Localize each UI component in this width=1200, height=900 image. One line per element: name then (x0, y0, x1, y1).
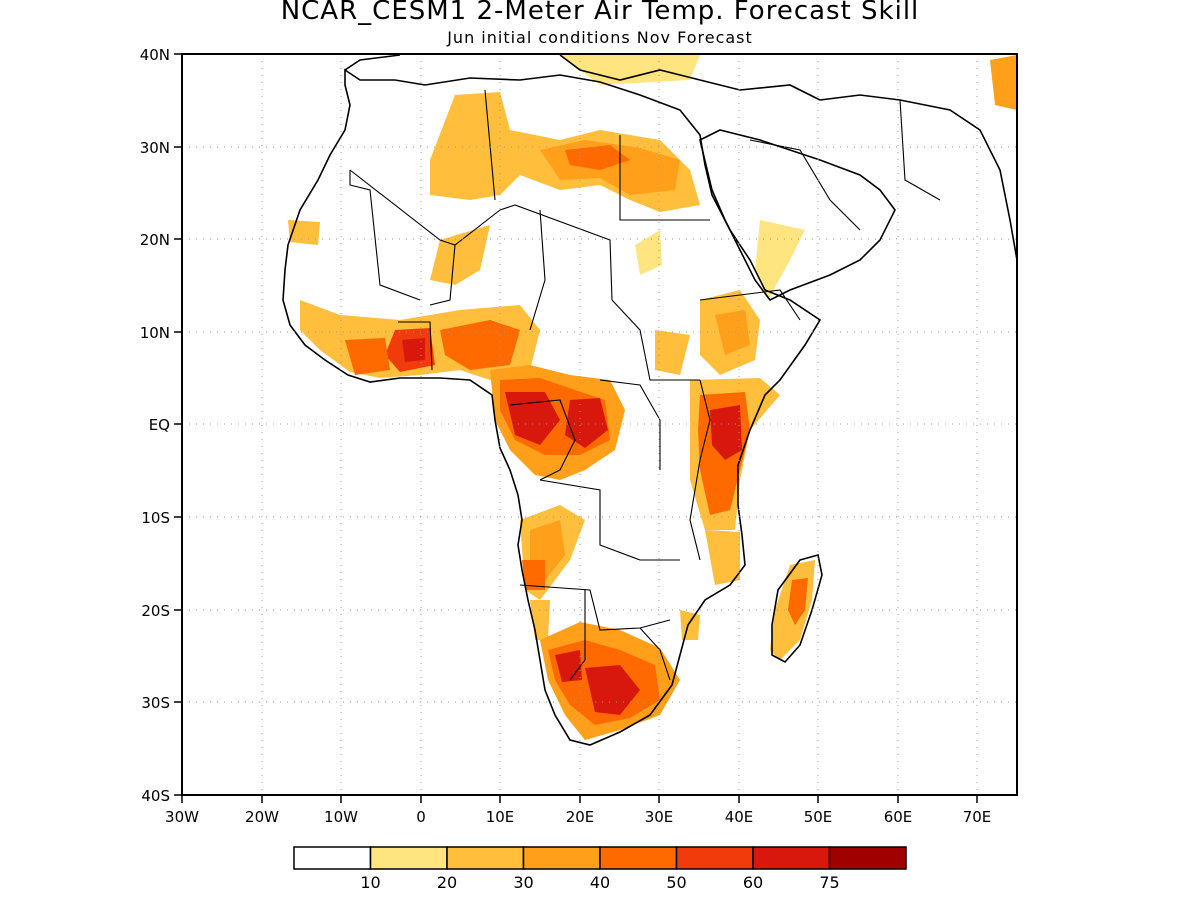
y-tick-label: 40N (140, 46, 170, 64)
skill-region-madagascar-core (788, 578, 808, 625)
skill-region-mauritania (288, 220, 320, 245)
y-tick-label: 20N (140, 231, 170, 249)
iran-coastline (819, 94, 1017, 300)
colorbar-label: 60 (743, 873, 763, 892)
colorbar-swatch (446, 846, 525, 870)
map-subtitle: Jun initial conditions Nov Forecast (447, 28, 753, 47)
colorbar-swatch (369, 846, 448, 870)
skill-region-ghana-core (402, 338, 425, 362)
skill-shading (288, 55, 1017, 740)
skill-region-ivory (345, 338, 390, 375)
skill-region-tanzania-coast (705, 530, 740, 585)
y-tick-label: 10S (141, 509, 170, 527)
y-tick-label: EQ (149, 416, 170, 434)
x-tick-label: 40E (725, 808, 754, 826)
skill-region-chad (635, 230, 662, 275)
skill-region-mediterranean-east (990, 55, 1017, 110)
colorbar-swatch (522, 846, 601, 870)
skill-region-sahara-west (430, 225, 490, 285)
colorbar-swatch (675, 846, 754, 870)
skill-region-zambia-east (680, 610, 700, 640)
colorbar-label: 10 (360, 873, 380, 892)
x-tick-label: 10W (324, 808, 358, 826)
x-tick-label: 30E (645, 808, 674, 826)
y-tick-label: 10N (140, 324, 170, 342)
skill-region-gabon (505, 392, 560, 445)
country-borders (349, 89, 941, 681)
x-tick-label: 60E (884, 808, 913, 826)
colorbar-label: 40 (590, 873, 610, 892)
axis-ticks (174, 53, 978, 803)
colorbar-swatch (752, 846, 831, 870)
colorbar-swatch (828, 846, 907, 870)
x-tick-label: 20E (566, 808, 595, 826)
y-tick-labels: 40N 30N 20N 10N EQ 10S 20S 30S 40S (140, 46, 170, 805)
skill-region-kenya-core (710, 405, 742, 460)
x-tick-labels: 30W 20W 10W 0 10E 20E 30E 40E 50E 60E 70… (165, 808, 991, 826)
colorbar-swatch (293, 846, 372, 870)
skill-region-ethiopia-core (715, 310, 750, 355)
x-tick-label: 20W (245, 808, 279, 826)
skill-region-arabia (755, 220, 805, 300)
skill-region-north-edge (560, 55, 700, 85)
skill-region-south-africa-core (585, 665, 640, 715)
skill-region-libya-core (565, 145, 630, 170)
colorbar-label: 50 (666, 873, 686, 892)
map-title: NCAR_CESM1 2-Meter Air Temp. Forecast Sk… (280, 0, 920, 26)
coastlines (282, 54, 1017, 746)
y-tick-label: 30N (140, 139, 170, 157)
y-tick-label: 30S (141, 694, 170, 712)
x-tick-label: 70E (963, 808, 992, 826)
colorbar-label: 30 (513, 873, 533, 892)
skill-region-angola-west (522, 560, 545, 590)
arabia-coastline (699, 129, 896, 302)
colorbar: 10 20 30 40 50 60 75 (293, 846, 907, 892)
x-tick-label: 50E (804, 808, 833, 826)
colorbar-label: 20 (437, 873, 457, 892)
x-tick-label: 30W (165, 808, 199, 826)
y-tick-label: 40S (141, 787, 170, 805)
skill-region-drc-core (565, 398, 608, 448)
colorbar-label: 75 (819, 873, 839, 892)
skill-region-south-sudan (655, 330, 690, 375)
colorbar-swatch (599, 846, 678, 870)
x-tick-label: 0 (416, 808, 426, 826)
europe-coastline (344, 54, 821, 101)
x-tick-label: 10E (486, 808, 515, 826)
skill-region-nigeria (440, 320, 520, 370)
skill-region-namibia-core (555, 650, 582, 682)
madagascar-coastline (771, 553, 823, 664)
y-tick-label: 20S (141, 602, 170, 620)
